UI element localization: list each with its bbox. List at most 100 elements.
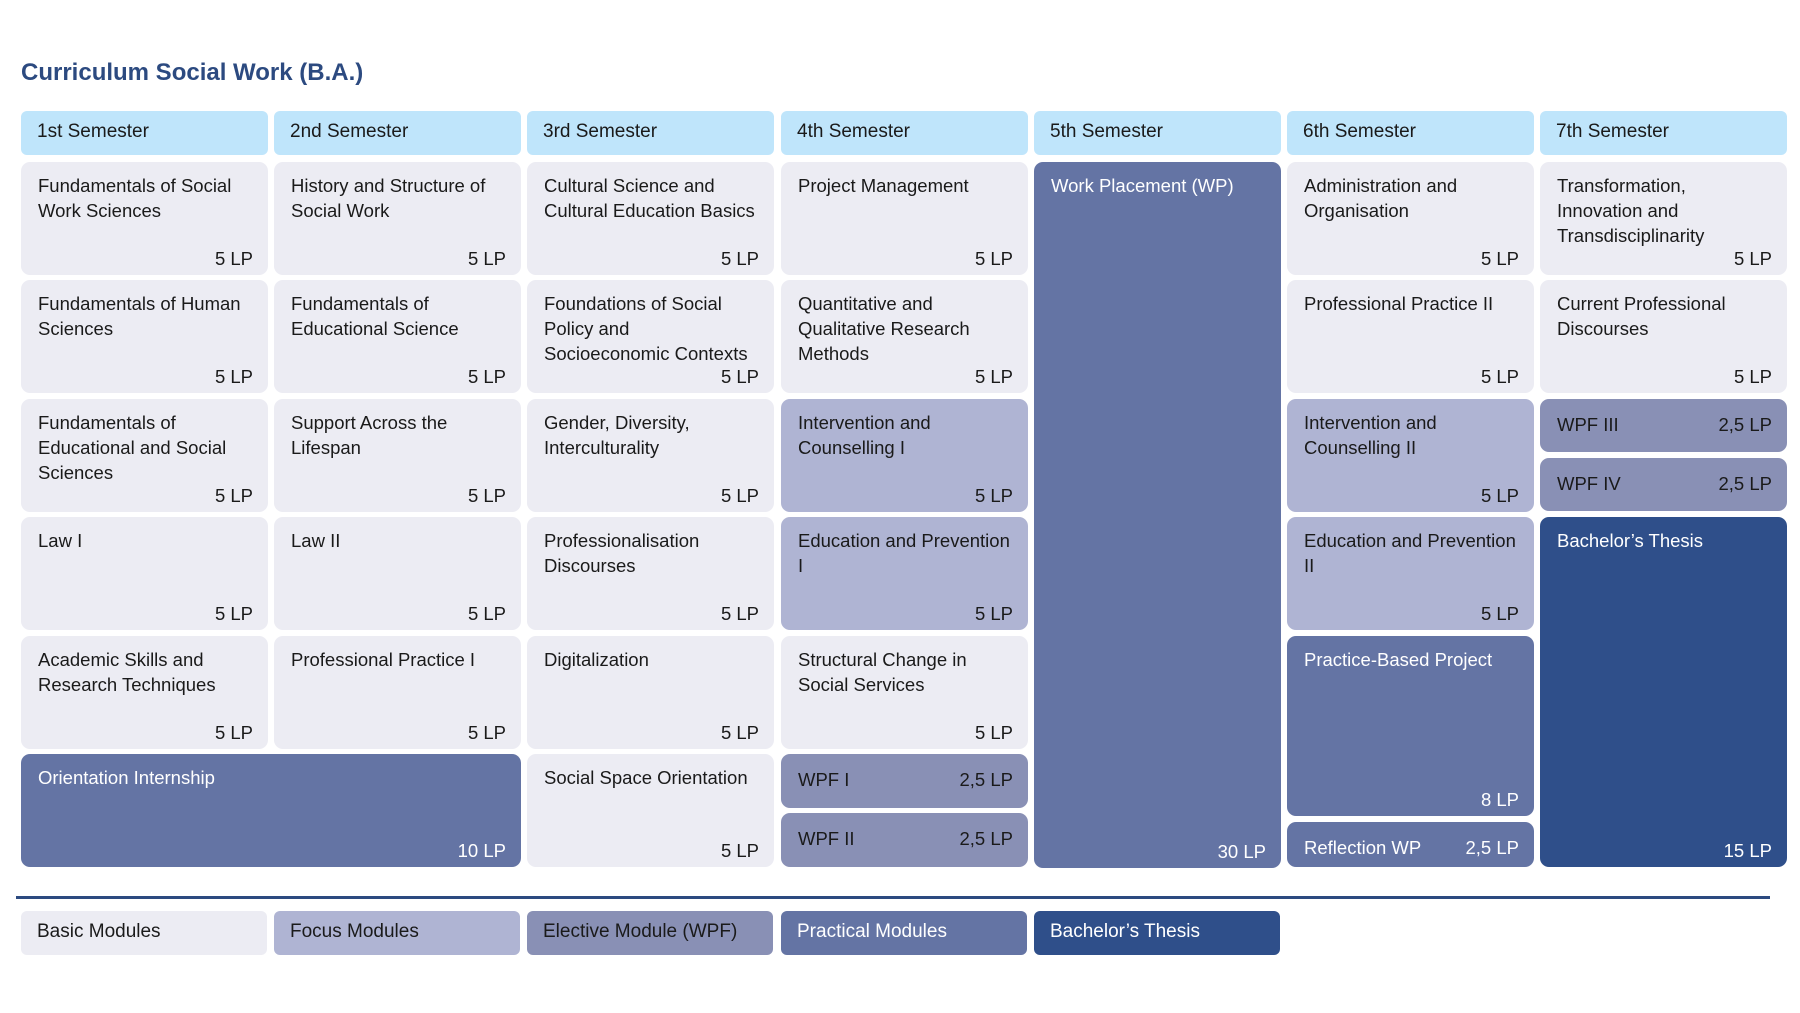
module-education-and-prevention-ii: Education and Prevention II 5 LP xyxy=(1287,517,1534,630)
module-credits: 5 LP xyxy=(1733,366,1772,387)
module-work-placement-wp: Work Placement (WP) 30 LP xyxy=(1034,162,1281,868)
semester-header-3: 3rd Semester xyxy=(527,111,774,155)
module-name: Foundations of Social Policy and Socioec… xyxy=(544,293,748,364)
module-history-and-structure-of-social-work: History and Structure of Social Work 5 LP xyxy=(274,162,521,275)
module-credits: 5 LP xyxy=(467,485,506,506)
module-professional-practice-i: Professional Practice I 5 LP xyxy=(274,636,521,749)
semester-header-2: 2nd Semester xyxy=(274,111,521,155)
module-academic-skills-and-research-techniques: Academic Skills and Research Techniques 5… xyxy=(21,636,268,749)
module-name: Law I xyxy=(38,530,83,551)
module-name: Fundamentals of Social Work Sciences xyxy=(38,175,232,221)
module-name: Education and Prevention I xyxy=(798,530,1010,576)
module-credits: 5 LP xyxy=(974,722,1013,743)
module-bachelor-s-thesis: Bachelor’s Thesis 15 LP xyxy=(1540,517,1787,867)
module-name: Fundamentals of Educational Science xyxy=(291,293,459,339)
module-intervention-and-counselling-i: Intervention and Counselling I 5 LP xyxy=(781,399,1028,512)
module-wpf-i: WPF I 2,5 LP xyxy=(781,754,1028,808)
module-orientation-internship: Orientation Internship 10 LP xyxy=(21,754,521,867)
module-wpf-ii: WPF II 2,5 LP xyxy=(781,813,1028,867)
legend-thesis: Bachelor’s Thesis xyxy=(1034,911,1280,955)
module-credits: 5 LP xyxy=(974,485,1013,506)
legend-focus: Focus Modules xyxy=(274,911,520,955)
module-credits: 5 LP xyxy=(974,603,1013,624)
module-fundamentals-of-social-work-sciences: Fundamentals of Social Work Sciences 5 LP xyxy=(21,162,268,275)
module-administration-and-organisation: Administration and Organisation 5 LP xyxy=(1287,162,1534,275)
module-fundamentals-of-educational-and-social-sciences: Fundamentals of Educational and Social S… xyxy=(21,399,268,512)
module-name: Reflection WP xyxy=(1304,837,1422,858)
legend-practical: Practical Modules xyxy=(781,911,1027,955)
module-law-i: Law I 5 LP xyxy=(21,517,268,630)
module-credits: 5 LP xyxy=(974,366,1013,387)
module-credits: 5 LP xyxy=(214,366,253,387)
module-fundamentals-of-human-sciences: Fundamentals of Human Sciences 5 LP xyxy=(21,280,268,393)
module-reflection-wp: Reflection WP 2,5 LP xyxy=(1287,822,1534,867)
module-credits: 2,5 LP xyxy=(959,769,1014,790)
page-title: Curriculum Social Work (B.A.) xyxy=(21,59,364,86)
module-credits: 5 LP xyxy=(214,248,253,269)
module-credits: 5 LP xyxy=(720,722,759,743)
module-intervention-and-counselling-ii: Intervention and Counselling II 5 LP xyxy=(1287,399,1534,512)
module-credits: 5 LP xyxy=(467,722,506,743)
module-professionalisation-discourses: Professionalisation Discourses 5 LP xyxy=(527,517,774,630)
module-practice-based-project: Practice-Based Project 8 LP xyxy=(1287,636,1534,816)
module-name: Orientation Internship xyxy=(38,767,215,788)
module-wpf-iv: WPF IV 2,5 LP xyxy=(1540,458,1787,511)
module-name: Academic Skills and Research Techniques xyxy=(38,649,216,695)
module-professional-practice-ii: Professional Practice II 5 LP xyxy=(1287,280,1534,393)
module-digitalization: Digitalization 5 LP xyxy=(527,636,774,749)
module-credits: 15 LP xyxy=(1723,840,1772,861)
module-name: Intervention and Counselling I xyxy=(798,412,931,458)
module-credits: 2,5 LP xyxy=(1718,473,1773,494)
module-credits: 5 LP xyxy=(214,485,253,506)
module-name: Professional Practice II xyxy=(1304,293,1494,314)
module-name: Work Placement (WP) xyxy=(1051,175,1234,196)
module-credits: 5 LP xyxy=(720,248,759,269)
module-credits: 5 LP xyxy=(974,248,1013,269)
module-name: Quantitative and Qualitative Research Me… xyxy=(798,293,970,364)
module-name: Social Space Orientation xyxy=(544,767,748,788)
module-credits: 5 LP xyxy=(1480,366,1519,387)
module-credits: 5 LP xyxy=(1733,248,1772,269)
module-name: WPF I xyxy=(798,769,850,790)
module-credits: 10 LP xyxy=(457,840,506,861)
module-name: Fundamentals of Educational and Social S… xyxy=(38,412,227,483)
module-name: Current Professional Discourses xyxy=(1557,293,1726,339)
module-fundamentals-of-educational-science: Fundamentals of Educational Science 5 LP xyxy=(274,280,521,393)
module-law-ii: Law II 5 LP xyxy=(274,517,521,630)
module-credits: 5 LP xyxy=(467,603,506,624)
module-name: Administration and Organisation xyxy=(1304,175,1458,221)
module-name: Structural Change in Social Services xyxy=(798,649,967,695)
module-credits: 5 LP xyxy=(467,366,506,387)
module-credits: 5 LP xyxy=(467,248,506,269)
module-credits: 2,5 LP xyxy=(1465,837,1520,858)
module-foundations-of-social-policy-and-socioeconomic-contexts: Foundations of Social Policy and Socioec… xyxy=(527,280,774,393)
module-credits: 5 LP xyxy=(720,603,759,624)
module-credits: 5 LP xyxy=(720,366,759,387)
module-credits: 5 LP xyxy=(720,840,759,861)
module-quantitative-and-qualitative-research-methods: Quantitative and Qualitative Research Me… xyxy=(781,280,1028,393)
module-name: Bachelor’s Thesis xyxy=(1557,530,1704,551)
module-name: Project Management xyxy=(798,175,969,196)
module-name: History and Structure of Social Work xyxy=(291,175,486,221)
module-structural-change-in-social-services: Structural Change in Social Services 5 LP xyxy=(781,636,1028,749)
legend-basic: Basic Modules xyxy=(21,911,267,955)
module-credits: 30 LP xyxy=(1217,841,1266,862)
module-credits: 2,5 LP xyxy=(1718,414,1773,435)
module-name: Professional Practice I xyxy=(291,649,476,670)
module-credits: 5 LP xyxy=(1480,603,1519,624)
module-project-management: Project Management 5 LP xyxy=(781,162,1028,275)
module-name: Education and Prevention II xyxy=(1304,530,1516,576)
module-credits: 5 LP xyxy=(214,722,253,743)
module-transformation-innovation-and-transdisciplinarity: Transformation, Innovation and Transdisc… xyxy=(1540,162,1787,275)
semester-header-5: 5th Semester xyxy=(1034,111,1281,155)
module-name: Transformation, Innovation and Transdisc… xyxy=(1557,175,1705,246)
module-wpf-iii: WPF III 2,5 LP xyxy=(1540,399,1787,452)
module-credits: 5 LP xyxy=(720,485,759,506)
module-name: Intervention and Counselling II xyxy=(1304,412,1437,458)
module-name: Fundamentals of Human Sciences xyxy=(38,293,241,339)
semester-header-4: 4th Semester xyxy=(781,111,1028,155)
module-credits: 5 LP xyxy=(1480,485,1519,506)
module-name: Gender, Diversity, Interculturality xyxy=(544,412,690,458)
module-name: WPF IV xyxy=(1557,473,1621,494)
